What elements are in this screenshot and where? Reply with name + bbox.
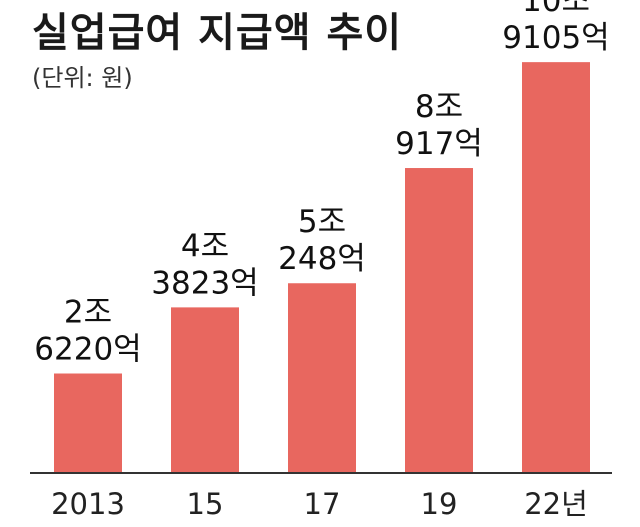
bar-15 xyxy=(171,307,239,472)
data-label-17-line2: 248억 xyxy=(278,241,366,277)
x-tick-label-15: 15 xyxy=(187,487,224,521)
data-label-19-line1: 8조 xyxy=(415,89,463,125)
x-tick-label-22년: 22년 xyxy=(524,487,588,521)
bars-group xyxy=(54,62,590,473)
x-tick-label-19: 19 xyxy=(421,487,458,521)
bar-19 xyxy=(405,168,473,473)
bar-2013 xyxy=(54,373,122,472)
data-label-2013-line2: 6220억 xyxy=(34,332,141,368)
bar-22년 xyxy=(522,62,590,473)
data-label-15-line1: 4조 xyxy=(181,228,229,264)
data-label-17-line1: 5조 xyxy=(298,204,346,240)
data-label-19-line2: 917억 xyxy=(395,126,483,162)
data-label-22년-line1: 10조 xyxy=(522,0,590,19)
x-tick-label-17: 17 xyxy=(304,487,341,521)
x-tick-label-2013: 2013 xyxy=(51,487,125,521)
chart-unit-note: (단위: 원) xyxy=(32,64,133,92)
data-label-22년-line2: 9105억 xyxy=(502,20,609,56)
bar-17 xyxy=(288,283,356,472)
data-label-2013-line1: 2조 xyxy=(64,295,112,331)
data-label-15-line2: 3823억 xyxy=(151,265,258,301)
x-tick-labels-group: 2013 15 17 19 22년 xyxy=(51,487,588,521)
chart-title: 실업급여 지급액 추이 xyxy=(32,10,403,56)
